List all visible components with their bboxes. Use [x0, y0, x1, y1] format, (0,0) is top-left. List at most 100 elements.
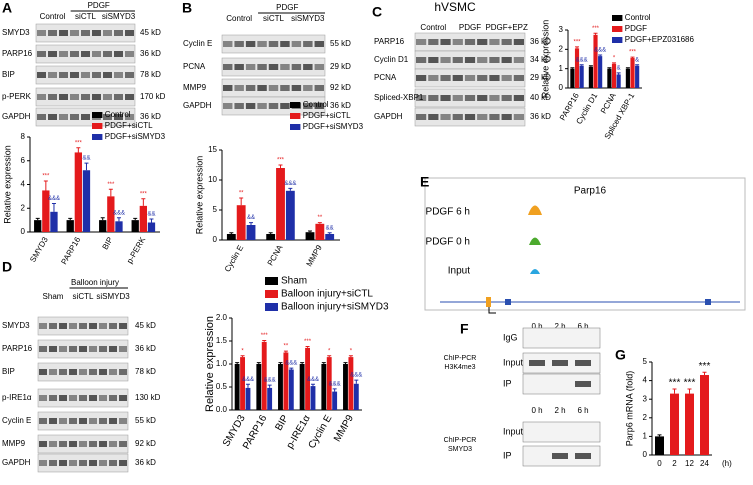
row-label: PCNA: [183, 62, 206, 71]
error-bar: [332, 388, 337, 392]
lane-label: 0 h: [531, 322, 542, 331]
error-bar: [343, 362, 348, 364]
significance: *: [350, 348, 353, 354]
band: [69, 460, 77, 466]
band: [280, 85, 290, 91]
error-bar: [630, 56, 635, 59]
lane-label: siSMYD3: [291, 14, 325, 23]
band: [69, 323, 77, 329]
band: [103, 94, 112, 100]
band: [103, 114, 112, 120]
y-axis-label: Parp6 mRNA (fold): [624, 371, 634, 447]
bar: [267, 387, 273, 410]
error-bar: [133, 217, 138, 221]
error-bar: [108, 188, 113, 197]
gene-mark: [486, 297, 491, 307]
band: [291, 64, 302, 70]
band: [109, 369, 117, 375]
row-label: Cyclin D1: [374, 55, 409, 64]
band: [39, 441, 47, 447]
error-bar: [607, 67, 612, 69]
significance: *: [613, 55, 616, 61]
error-bar: [305, 346, 310, 348]
band: [89, 418, 97, 424]
band: [48, 72, 57, 78]
error-bar: [229, 232, 234, 234]
bar: [593, 34, 598, 88]
error-bar: [84, 162, 89, 171]
chip-name: SMYD3: [448, 446, 472, 453]
legend-label: PDGF+siSMYD3: [105, 132, 166, 141]
significance: ***: [42, 174, 50, 180]
y-tick-label: 0: [559, 83, 564, 92]
band: [59, 114, 68, 120]
bar: [139, 205, 147, 232]
x-tick-label: 24: [700, 459, 709, 468]
significance: **: [318, 215, 323, 221]
error-bar: [657, 434, 662, 437]
band: [81, 51, 90, 57]
band: [416, 57, 427, 63]
gel-row-label: Input: [503, 426, 524, 436]
band: [119, 441, 127, 447]
bar: [655, 436, 664, 455]
error-bar: [317, 222, 322, 224]
bar: [283, 352, 289, 410]
chip-name: ChIP-PCR: [444, 437, 477, 444]
error-bar: [278, 164, 283, 168]
legend-swatch: [290, 102, 301, 108]
legend-swatch: [92, 112, 103, 118]
band: [416, 95, 427, 101]
legend-label: Sham: [281, 276, 307, 287]
lane-label: PDGF: [459, 23, 481, 32]
band: [501, 57, 512, 63]
y-tick-label: 3: [559, 25, 564, 34]
lane-label: siCTL: [73, 292, 94, 301]
significance: &&&: [242, 377, 254, 383]
row-label: SMYD3: [2, 321, 30, 330]
bar: [670, 393, 679, 455]
band: [223, 41, 233, 47]
y-tick-label: 5: [213, 205, 218, 214]
band: [125, 51, 134, 57]
band: [89, 323, 97, 329]
x-tick-label: p-PERK: [125, 235, 148, 265]
significance: **: [239, 191, 244, 197]
band: [440, 95, 451, 101]
y-tick-label: 0.0: [216, 405, 228, 414]
error-bar: [635, 64, 640, 66]
significance: &&&: [264, 378, 276, 384]
row-label: MMP9: [2, 439, 26, 448]
band: [314, 41, 324, 47]
band: [59, 72, 68, 78]
band: [114, 72, 123, 78]
track-title: Parp16: [574, 186, 607, 197]
lane-label: PDGF+EPZ: [485, 23, 528, 32]
row-label: BIP: [2, 367, 15, 376]
band: [477, 57, 488, 63]
band: [89, 346, 97, 352]
error-bar: [570, 67, 575, 69]
error-bar: [625, 67, 630, 69]
band: [513, 75, 524, 81]
bar: [700, 375, 709, 455]
band: [234, 85, 244, 91]
error-bar: [256, 362, 261, 364]
band: [92, 72, 101, 78]
legend-label: PDGF+siCTL: [303, 111, 351, 120]
band: [303, 103, 313, 109]
band: [39, 323, 47, 329]
error-bar: [612, 62, 617, 64]
x-tick-label: 12: [685, 459, 694, 468]
significance: &&&: [113, 210, 125, 216]
significance: &: [635, 57, 639, 63]
bar: [685, 393, 694, 455]
band: [234, 41, 244, 47]
band: [440, 57, 451, 63]
significance: ***: [592, 26, 600, 32]
band: [280, 103, 290, 109]
gel-row-label: IP: [503, 450, 512, 460]
significance: &&&: [307, 377, 319, 383]
band: [48, 51, 57, 57]
significance: &&&: [48, 196, 60, 202]
